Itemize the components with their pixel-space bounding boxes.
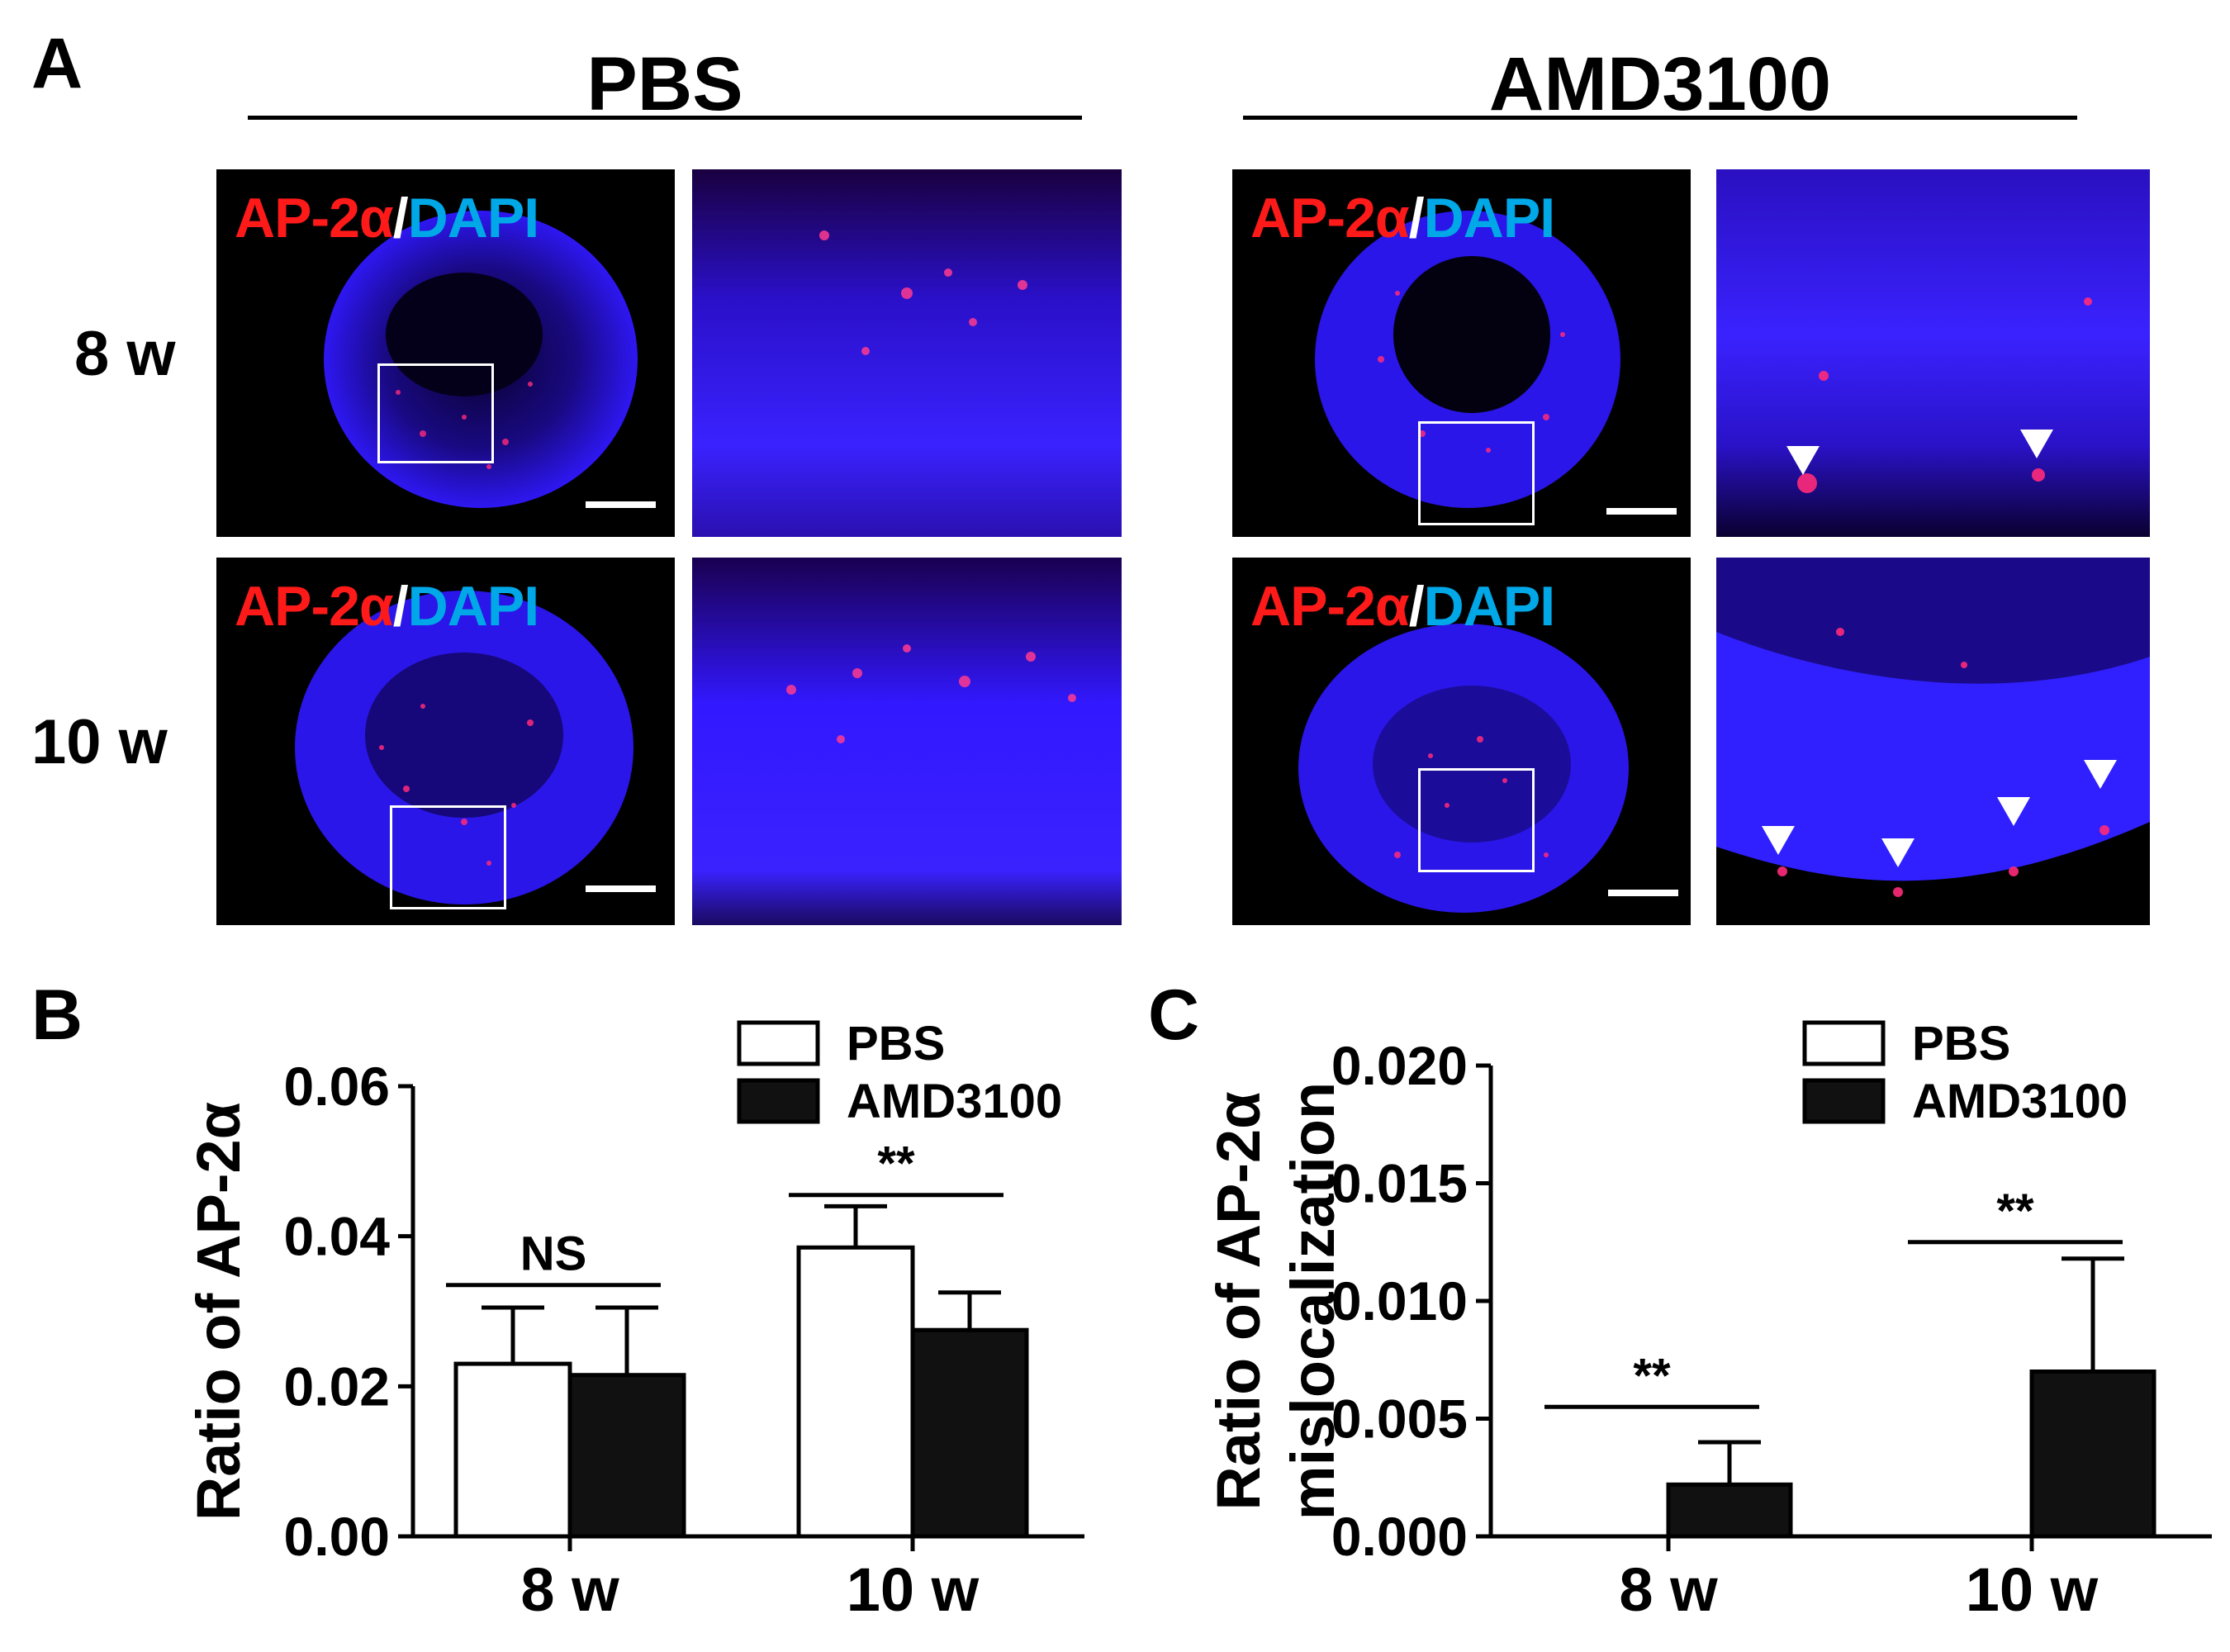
micrograph-pbs-10w-zoom xyxy=(692,558,1122,925)
x-tick-label: 10 w xyxy=(847,1555,980,1624)
y-tick-label: 0.000 xyxy=(1331,1506,1468,1567)
y-tick-label: 0.015 xyxy=(1331,1153,1468,1214)
zoom-box xyxy=(1418,421,1535,525)
group-rule-amd3100 xyxy=(1243,116,2077,120)
micrograph-pbs-8w-overview: AP-2α/DAPI xyxy=(216,169,675,537)
panel-c-letter: C xyxy=(1148,976,1200,1055)
significance-label: NS xyxy=(520,1227,587,1281)
scale-bar xyxy=(1608,890,1678,896)
legend-label: AMD3100 xyxy=(847,1075,1062,1128)
y-tick-label: 0.00 xyxy=(284,1506,390,1567)
row-label-10w: 10 w xyxy=(31,707,168,777)
y-axis-label: Ratio of AP-2α xyxy=(184,1102,253,1521)
bar-amd3100 xyxy=(910,1327,1029,1539)
group-title-amd3100: AMD3100 xyxy=(1488,42,1832,126)
micrograph-amd3100-8w-zoom xyxy=(1716,169,2150,537)
y-tick-label: 0.010 xyxy=(1331,1270,1468,1332)
arrowhead-icon xyxy=(1762,826,1795,855)
x-tick-label: 10 w xyxy=(1966,1555,2099,1624)
bar-amd3100 xyxy=(1666,1482,1793,1539)
stain-label: AP-2α/DAPI xyxy=(1250,187,1555,249)
legend-swatch xyxy=(1802,1020,1886,1066)
legend-label: AMD3100 xyxy=(1912,1075,2128,1128)
scale-bar xyxy=(586,885,656,892)
arrowhead-icon xyxy=(1997,797,2030,826)
bar-amd3100 xyxy=(2029,1370,2156,1539)
y-tick-label: 0.04 xyxy=(284,1206,391,1267)
y-tick-label: 0.06 xyxy=(284,1056,390,1117)
significance-label: ** xyxy=(877,1137,915,1191)
micrograph-pbs-8w-zoom xyxy=(692,169,1122,537)
legend-swatch xyxy=(737,1020,820,1066)
bar-pbs xyxy=(453,1361,572,1539)
stain-label: AP-2α/DAPI xyxy=(1250,575,1555,638)
group-title-pbs: PBS xyxy=(586,42,743,126)
y-tick-label: 0.005 xyxy=(1331,1389,1468,1450)
significance-label: ** xyxy=(1633,1349,1671,1403)
panel-b-letter: B xyxy=(31,976,83,1055)
y-tick-label: 0.020 xyxy=(1331,1035,1468,1096)
micrograph-pbs-10w-overview: AP-2α/DAPI xyxy=(216,558,675,925)
legend-label: PBS xyxy=(847,1017,945,1070)
group-rule-pbs xyxy=(248,116,1082,120)
zoom-box xyxy=(377,363,494,463)
row-label-8w: 8 w xyxy=(74,319,176,389)
y-axis-label: Ratio of AP-2α xyxy=(1204,1091,1273,1510)
arrowhead-icon xyxy=(1786,446,1820,475)
legend-swatch xyxy=(1802,1078,1886,1124)
micrograph-amd3100-8w-overview: AP-2α/DAPI xyxy=(1232,169,1691,537)
y-tick-label: 0.02 xyxy=(284,1355,390,1417)
zoom-box xyxy=(1418,768,1535,872)
micrograph-amd3100-10w-zoom xyxy=(1716,558,2150,925)
arrowhead-icon xyxy=(2084,760,2117,789)
scale-bar xyxy=(1606,508,1677,515)
arrowhead-icon xyxy=(2020,430,2053,458)
legend-swatch xyxy=(737,1078,820,1124)
x-tick-label: 8 w xyxy=(520,1555,619,1624)
significance-label: ** xyxy=(1996,1184,2034,1238)
chart-b: Ratio of AP-2α 0.00 0.02 0.04 0.06 8 w 10 w NS *… xyxy=(184,1017,1084,1624)
x-tick-label: 8 w xyxy=(1619,1555,1718,1624)
micrograph-amd3100-10w-overview: AP-2α/DAPI xyxy=(1232,558,1691,925)
y-axis-label-2: mislocalization xyxy=(1279,1082,1347,1520)
legend-label: PBS xyxy=(1912,1017,2010,1070)
zoom-box xyxy=(390,805,506,909)
scale-bar xyxy=(586,501,656,508)
arrowhead-icon xyxy=(1881,838,1914,867)
panel-a-letter: A xyxy=(31,24,83,103)
stain-label: AP-2α/DAPI xyxy=(235,575,539,638)
stain-label: AP-2α/DAPI xyxy=(235,187,539,249)
bar-amd3100 xyxy=(567,1373,686,1539)
bar-pbs xyxy=(796,1245,915,1539)
